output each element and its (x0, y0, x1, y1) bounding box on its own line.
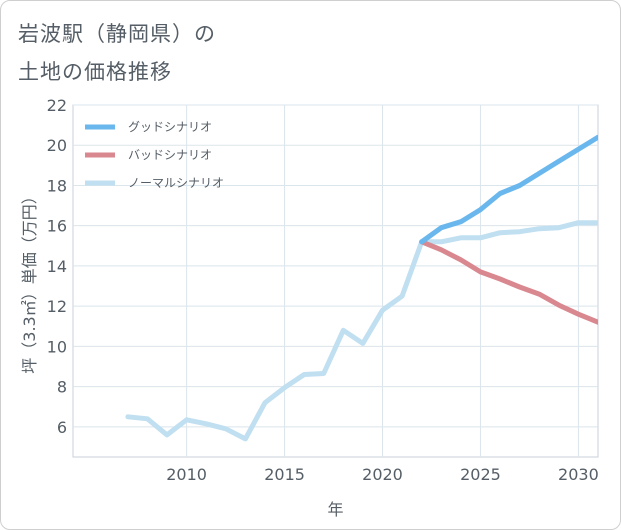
y-tick-label: 22 (47, 96, 67, 115)
y-tick-label: 20 (47, 136, 67, 155)
series-line-1 (419, 239, 598, 325)
legend-label: グッドシナリオ (128, 120, 212, 134)
x-tick-label: 2025 (460, 465, 501, 484)
series-line-2 (125, 220, 598, 442)
x-tick-label: 2030 (558, 465, 599, 484)
x-tick-label: 2010 (166, 465, 207, 484)
chart-title-line-1: 岩波駅（静岡県）の (18, 22, 216, 46)
y-axis-title: 坪（3.3㎡）単価（万円） (20, 188, 39, 373)
chart-title-line-2: 土地の価格推移 (18, 60, 172, 84)
y-tick-label: 8 (57, 378, 67, 397)
y-tick-label: 18 (47, 176, 67, 195)
y-tick-label: 14 (47, 257, 67, 276)
x-tick-label: 2020 (362, 465, 403, 484)
x-tick-label: 2015 (264, 465, 305, 484)
legend-label: バッドシナリオ (128, 148, 212, 162)
y-tick-label: 12 (47, 297, 67, 316)
x-axis-title: 年 (327, 500, 343, 519)
y-tick-label: 6 (57, 418, 67, 437)
y-tick-label: 10 (47, 337, 67, 356)
legend-label: ノーマルシナリオ (128, 176, 224, 190)
y-tick-label: 16 (47, 217, 67, 236)
series-line-0 (419, 134, 598, 245)
